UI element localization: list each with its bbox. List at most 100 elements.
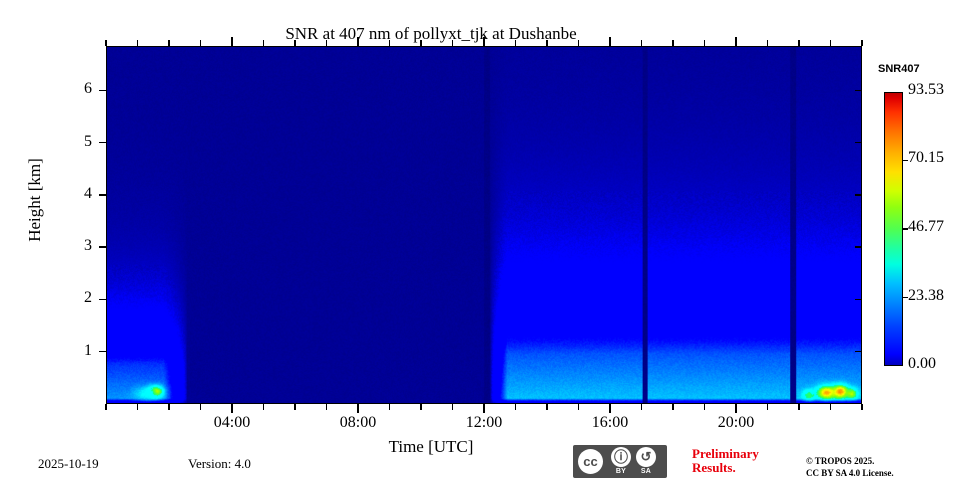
x-axis-tick [577,40,580,46]
x-axis-tick [136,404,139,410]
x-axis-tick [451,404,454,410]
x-axis-tick [861,404,863,410]
cc-sa-label: SA [640,468,652,475]
y-axis-tick-label: 5 [84,132,92,150]
footer-version: Version: 4.0 [188,456,251,471]
x-axis-tick [766,40,769,46]
y-axis-tick [99,141,106,144]
x-axis-tick-label: 16:00 [591,414,629,431]
x-axis-tick [703,40,706,46]
x-axis-tick [735,404,737,413]
copyright-line-2: CC BY SA 4.0 License. [806,468,894,478]
x-axis-tick [168,40,170,46]
x-axis-tick [294,404,296,410]
snr-heatmap [107,47,861,403]
x-axis-tick [136,40,139,46]
x-axis-tick [483,37,485,46]
y-axis-tick [99,89,106,92]
colorbar-tick-label: 93.53 [908,81,944,98]
cc-sa-icon: ↺ [636,447,656,467]
y-axis-tick-label: 3 [84,237,92,255]
x-axis-tick [357,37,359,46]
x-axis-tick [514,40,517,46]
colorbar-tick [903,159,908,162]
y-axis-tick [855,298,862,301]
page-title: SNR at 407 nm of pollyxt_tjk at Dushanbe [285,24,577,43]
x-axis-tick [829,404,832,410]
x-axis-tick [420,404,422,410]
x-axis-tick [829,40,832,46]
x-axis-tick [168,404,170,410]
x-axis-tick [640,40,643,46]
x-axis-tick-label: 08:00 [339,414,377,431]
y-axis-tick [99,350,106,353]
y-axis-tick-label: 1 [84,341,92,359]
x-axis-tick [199,40,202,46]
x-axis-tick [735,37,737,46]
x-axis-tick [483,404,485,413]
x-axis-tick [105,404,107,410]
colorbar-gradient[interactable] [884,92,903,366]
x-axis-tick [325,40,328,46]
y-axis-label: Height [km] [25,158,44,242]
cc-by-icon: ⓘ [611,447,631,467]
x-axis-tick [325,404,328,410]
y-axis-tick [855,89,862,92]
preliminary-line-2: Results. [692,460,736,475]
x-axis-tick [798,404,800,410]
colorbar-tick-label: 0.00 [908,355,936,372]
y-axis-tick [855,194,862,196]
y-axis-tick [99,194,106,196]
x-axis-tick-label: 20:00 [717,414,755,431]
x-axis-tick [546,40,548,46]
colorbar-tick-label: 70.15 [908,149,944,167]
colorbar-title: SNR407 [878,63,920,75]
y-axis-tick [99,246,106,248]
y-axis-tick-label: 4 [84,184,92,202]
x-axis-label: Time [UTC] [388,437,474,456]
creative-commons-badge[interactable]: cc ⓘ ↺ BY SA [573,445,667,478]
x-axis-tick [199,404,202,410]
x-axis-tick [294,40,296,46]
y-axis-tick [855,350,862,353]
x-axis-tick [451,40,454,46]
cc-by-label: BY [615,468,627,475]
y-axis-tick [855,141,862,144]
y-axis-tick-label: 6 [84,80,92,98]
copyright-line-1: © TROPOS 2025. [806,456,875,466]
preliminary-line-1: Preliminary [692,446,759,461]
x-axis-tick [420,40,422,46]
x-axis-tick [577,404,580,410]
x-axis-tick [231,404,233,413]
x-axis-tick [703,404,706,410]
x-axis-tick [861,40,863,46]
x-axis-tick [766,404,769,410]
x-axis-tick [388,404,391,410]
x-axis-tick [262,404,265,410]
x-axis-tick-label: 04:00 [213,414,251,431]
x-axis-tick [105,40,107,46]
colorbar-tick [903,228,908,230]
x-axis-tick [546,404,548,410]
x-axis-tick [514,404,517,410]
x-axis-tick [262,40,265,46]
x-axis-tick [609,404,611,413]
colorbar-tick-label: 46.77 [908,217,944,235]
cc-icon: cc [578,449,603,474]
x-axis-tick [388,40,391,46]
y-axis-tick [855,246,862,248]
preliminary-results-note: Preliminary Results. [692,447,759,475]
x-axis-tick-label: 12:00 [465,414,503,431]
copyright-note: © TROPOS 2025. CC BY SA 4.0 License. [806,455,894,479]
heatmap-plot-area[interactable] [106,46,862,404]
x-axis-tick [609,37,611,46]
y-axis-tick-label: 2 [84,289,92,307]
colorbar-tick-label: 23.38 [908,286,944,304]
x-axis-tick [231,37,233,46]
x-axis-tick [798,40,800,46]
x-axis-tick [357,404,359,413]
x-axis-tick [640,404,643,410]
x-axis-tick [672,40,674,46]
x-axis-tick [672,404,674,410]
footer-date: 2025-10-19 [38,456,99,471]
